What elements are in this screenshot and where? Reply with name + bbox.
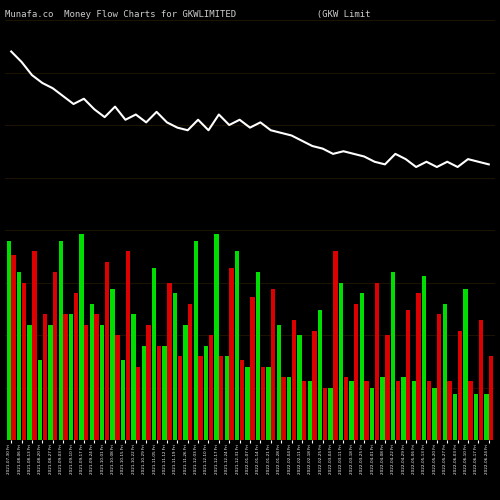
Bar — [32, 251, 36, 440]
Bar — [204, 346, 208, 440]
Bar — [298, 335, 302, 440]
Bar — [90, 304, 94, 440]
Bar — [380, 377, 384, 440]
Bar — [17, 272, 21, 440]
Bar — [484, 394, 488, 440]
Bar — [146, 324, 151, 440]
Bar — [167, 282, 172, 440]
Bar — [260, 366, 265, 440]
Bar — [442, 304, 447, 440]
Bar — [401, 377, 406, 440]
Bar — [406, 310, 410, 440]
Bar — [246, 366, 250, 440]
Bar — [152, 268, 156, 440]
Bar — [64, 314, 68, 440]
Bar — [385, 335, 390, 440]
Bar — [198, 356, 202, 440]
Bar — [302, 381, 306, 440]
Bar — [334, 251, 338, 440]
Bar — [194, 240, 198, 440]
Bar — [142, 346, 146, 440]
Bar — [468, 381, 472, 440]
Bar — [453, 394, 458, 440]
Bar — [183, 324, 188, 440]
Bar — [426, 381, 431, 440]
Bar — [360, 293, 364, 440]
Bar — [12, 255, 16, 440]
Bar — [230, 268, 234, 440]
Bar — [115, 335, 119, 440]
Bar — [105, 262, 109, 440]
Bar — [58, 240, 63, 440]
Bar — [100, 324, 104, 440]
Bar — [94, 314, 99, 440]
Bar — [489, 356, 494, 440]
Bar — [391, 272, 395, 440]
Bar — [422, 276, 426, 440]
Bar — [188, 304, 192, 440]
Bar — [28, 324, 32, 440]
Text: Munafa.co  Money Flow Charts for GKWLIMITED               (GKW Limit: Munafa.co Money Flow Charts for GKWLIMIT… — [5, 10, 370, 19]
Bar — [292, 320, 296, 440]
Bar — [354, 304, 358, 440]
Bar — [396, 381, 400, 440]
Bar — [256, 272, 260, 440]
Bar — [74, 293, 78, 440]
Bar — [412, 381, 416, 440]
Bar — [38, 360, 42, 440]
Bar — [157, 346, 161, 440]
Bar — [282, 377, 286, 440]
Bar — [458, 331, 462, 440]
Bar — [178, 356, 182, 440]
Bar — [42, 314, 47, 440]
Bar — [364, 381, 369, 440]
Bar — [312, 331, 317, 440]
Bar — [271, 289, 276, 440]
Bar — [328, 388, 333, 440]
Bar — [48, 324, 52, 440]
Bar — [84, 324, 88, 440]
Bar — [224, 356, 229, 440]
Bar — [375, 282, 379, 440]
Bar — [448, 381, 452, 440]
Bar — [22, 282, 26, 440]
Bar — [349, 381, 354, 440]
Bar — [323, 388, 327, 440]
Bar — [478, 320, 483, 440]
Bar — [266, 366, 270, 440]
Bar — [80, 234, 84, 440]
Bar — [464, 289, 468, 440]
Bar — [240, 360, 244, 440]
Bar — [6, 240, 11, 440]
Bar — [308, 381, 312, 440]
Bar — [219, 356, 224, 440]
Bar — [53, 272, 58, 440]
Bar — [339, 282, 343, 440]
Bar — [69, 314, 73, 440]
Bar — [136, 366, 140, 440]
Bar — [162, 346, 166, 440]
Bar — [318, 310, 322, 440]
Bar — [208, 335, 213, 440]
Bar — [474, 394, 478, 440]
Bar — [416, 293, 420, 440]
Bar — [214, 234, 218, 440]
Bar — [287, 377, 292, 440]
Bar — [121, 360, 125, 440]
Bar — [370, 388, 374, 440]
Bar — [437, 314, 442, 440]
Bar — [344, 377, 348, 440]
Bar — [276, 324, 281, 440]
Bar — [432, 388, 436, 440]
Bar — [110, 289, 115, 440]
Bar — [235, 251, 240, 440]
Bar — [250, 297, 254, 440]
Bar — [126, 251, 130, 440]
Bar — [131, 314, 136, 440]
Bar — [173, 293, 177, 440]
